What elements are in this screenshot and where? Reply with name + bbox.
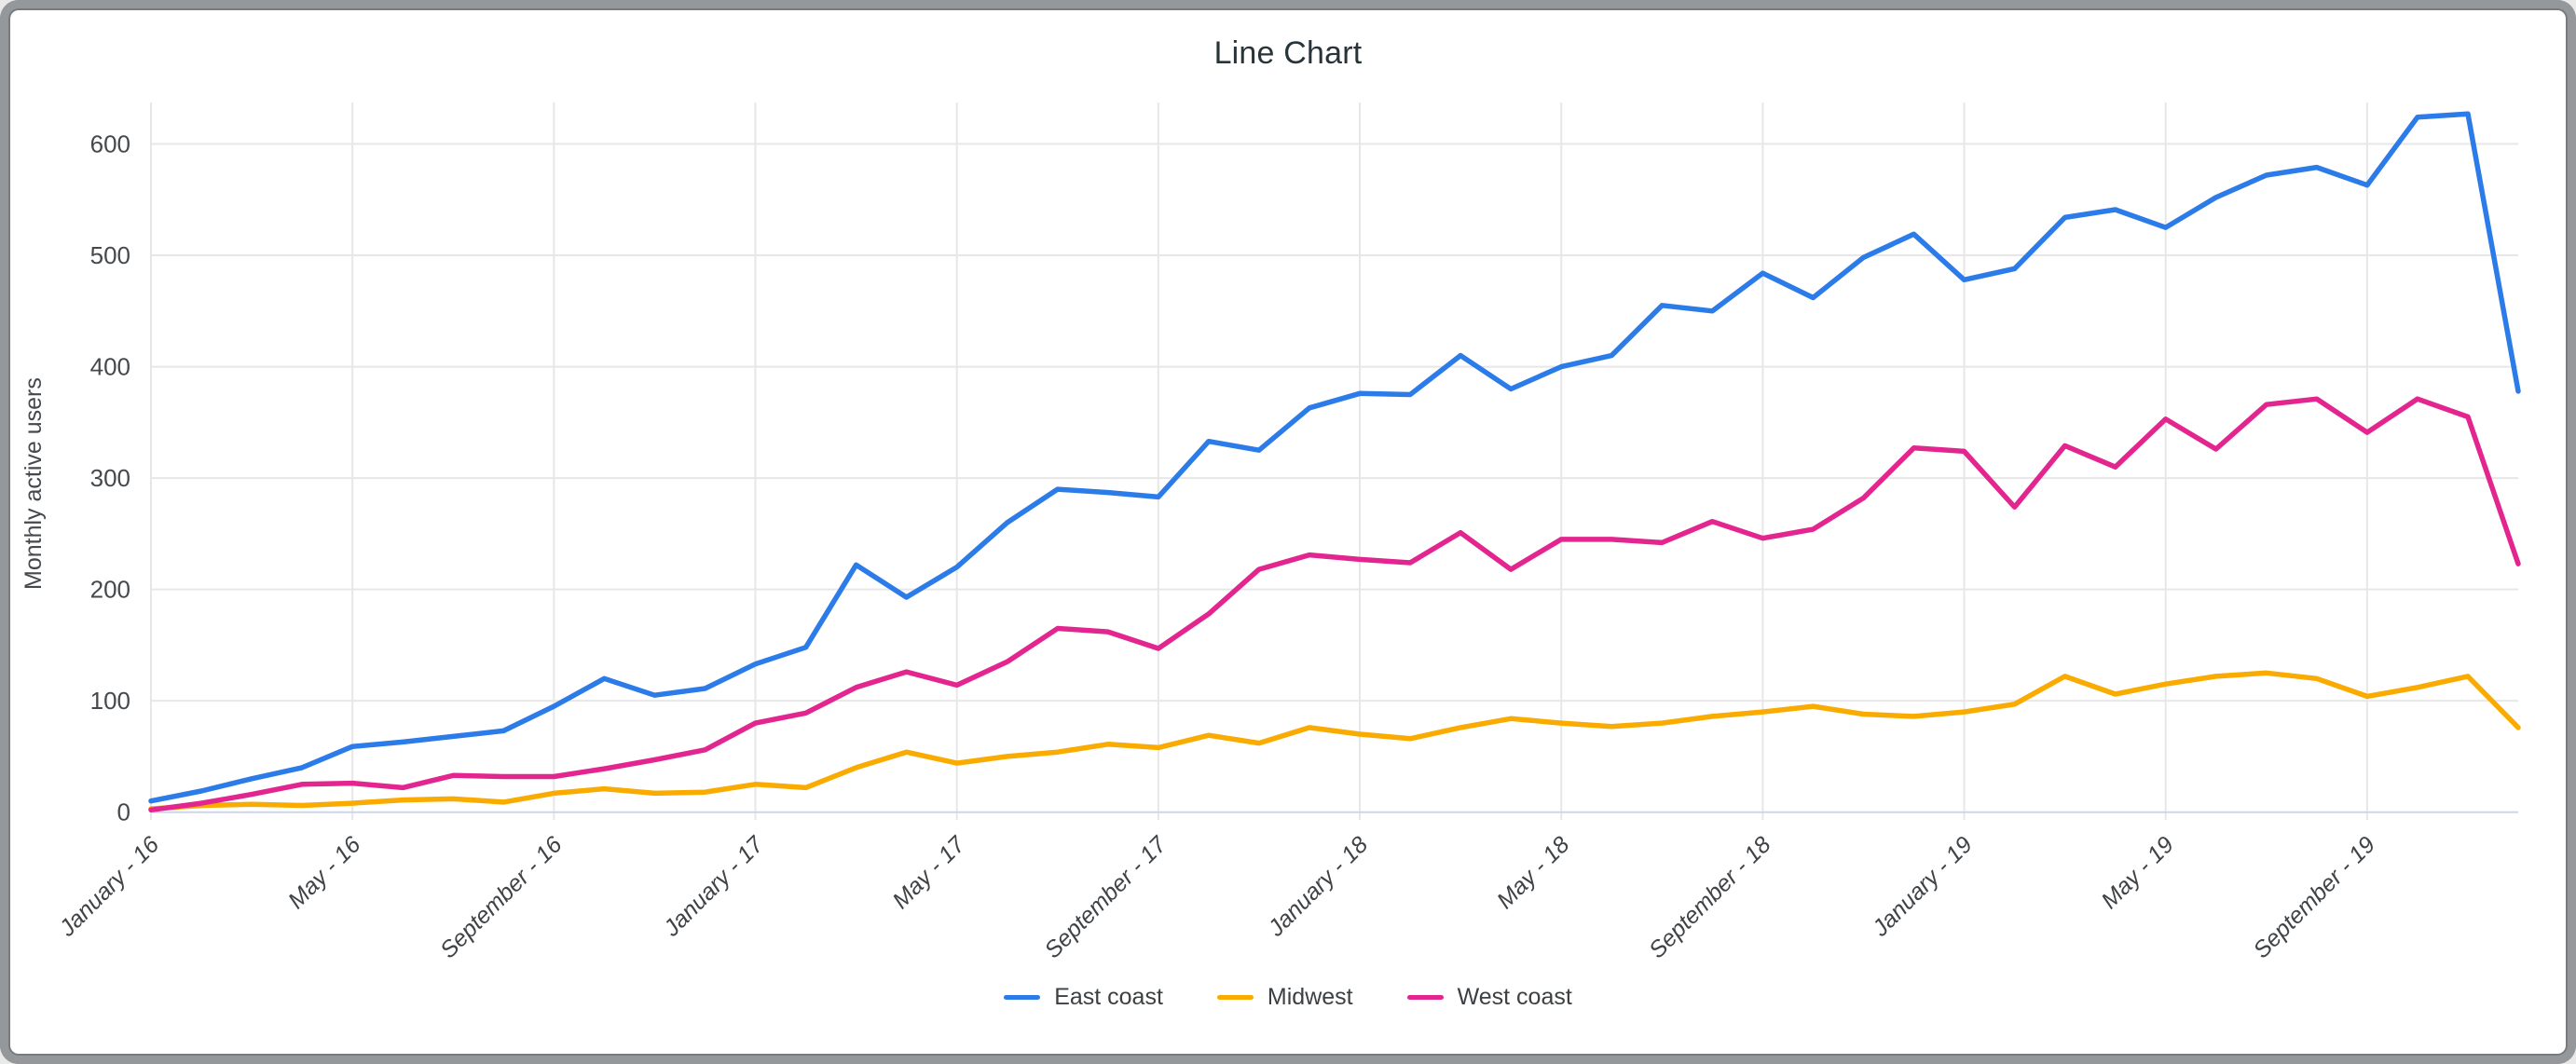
legend-swatch-west-coast — [1406, 995, 1444, 1000]
x-tick-label: May - 16 — [283, 831, 366, 914]
series-line-west-coast — [148, 396, 2521, 813]
y-tick-label: 600 — [90, 130, 130, 158]
legend-swatch-east-coast — [1004, 995, 1041, 1000]
legend-label-east-coast: East coast — [1054, 984, 1163, 1010]
y-tick-label: 400 — [90, 353, 130, 381]
x-tick-label: September - 17 — [1039, 831, 1172, 963]
series-line-midwest — [148, 670, 2521, 812]
legend-label-west-coast: West coast — [1457, 984, 1572, 1010]
y-tick-label: 0 — [117, 798, 130, 826]
legend-item-west-coast: West coast — [1406, 984, 1572, 1011]
y-tick-label: 300 — [90, 464, 130, 492]
x-tick-label: January - 17 — [658, 831, 770, 943]
x-tick-label: May - 18 — [1492, 831, 1575, 914]
plot-area[interactable] — [151, 102, 2518, 820]
x-tick-label: January - 19 — [1867, 831, 1978, 942]
x-tick-label: September - 19 — [2248, 831, 2380, 963]
x-tick-label: January - 18 — [1262, 831, 1373, 942]
x-tick-label: September - 16 — [435, 831, 568, 963]
legend-item-midwest: Midwest — [1216, 984, 1353, 1011]
legend-label-midwest: Midwest — [1267, 984, 1353, 1010]
x-tick-label: January - 16 — [53, 831, 164, 942]
x-tick-label: May - 19 — [2096, 831, 2179, 914]
y-tick-label: 500 — [90, 241, 130, 269]
chart-legend: East coast Midwest West coast — [0, 984, 2576, 1011]
x-tick-label: May - 17 — [887, 831, 970, 914]
series-line-east-coast — [148, 111, 2521, 804]
chart-title: Line Chart — [1213, 35, 1363, 71]
x-tick-label: September - 18 — [1644, 831, 1776, 963]
y-tick-label: 100 — [90, 687, 130, 715]
y-tick-label: 200 — [90, 576, 130, 604]
legend-swatch-midwest — [1216, 995, 1254, 1000]
legend-item-east-coast: East coast — [1004, 984, 1163, 1011]
